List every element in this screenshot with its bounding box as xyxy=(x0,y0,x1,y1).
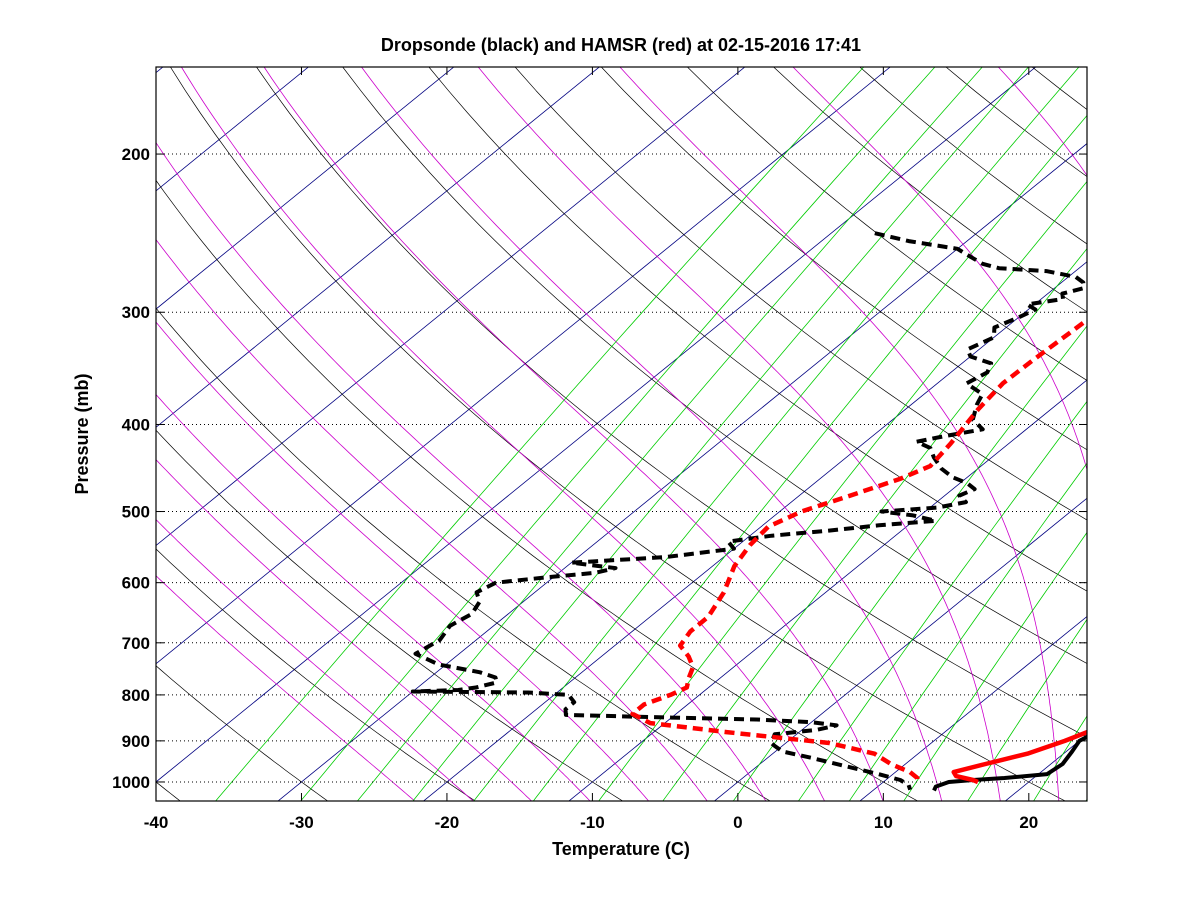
dry-adiabat-line xyxy=(514,67,1087,521)
isotherm-line xyxy=(713,497,1087,801)
y-tick-label: 300 xyxy=(122,303,150,322)
moist-adiabat-line xyxy=(156,238,708,801)
x-axis-title: Temperature (C) xyxy=(552,839,690,859)
y-axis-title: Pressure (mb) xyxy=(72,373,92,494)
isotherm-line xyxy=(859,615,1087,801)
dry-adiabat-line xyxy=(169,67,1067,801)
moist-adiabat-line xyxy=(156,519,474,801)
plot-background xyxy=(156,67,1087,801)
mixing-ratio-line xyxy=(1033,715,1087,801)
mixing-ratio-line xyxy=(215,67,864,801)
isotherm-line xyxy=(156,67,310,192)
x-tick-label: -40 xyxy=(144,813,169,832)
moist-adiabat-line xyxy=(156,141,767,801)
dry-adiabat-line xyxy=(600,67,1087,451)
y-tick-label: 800 xyxy=(122,686,150,705)
mixing-ratio-line xyxy=(473,67,1080,801)
isotherm-line xyxy=(568,379,1087,801)
dry-adiabat-line xyxy=(156,548,476,801)
dry-adiabat-line xyxy=(156,665,329,801)
x-tick-label: -30 xyxy=(289,813,314,832)
moist-adiabat-line xyxy=(156,393,591,801)
y-tick-label: 200 xyxy=(122,145,150,164)
mixing-ratio-line xyxy=(532,114,1087,801)
hamsr-dewpoint-line xyxy=(630,317,1087,783)
x-tick-label: -10 xyxy=(580,813,605,832)
mixing-ratio-line xyxy=(967,618,1087,801)
x-tick-label: 20 xyxy=(1019,813,1038,832)
axis-ticks xyxy=(155,67,1087,801)
dry-adiabat-line xyxy=(156,179,919,801)
mixing-ratio-line xyxy=(356,67,983,801)
dry-adiabat-line xyxy=(428,67,1087,592)
moist-adiabat-line xyxy=(156,459,533,801)
x-tick-label: 10 xyxy=(874,813,893,832)
x-tick-label: 0 xyxy=(733,813,742,832)
plot-frame xyxy=(155,66,1088,802)
moist-adiabat-line xyxy=(156,575,416,801)
mixing-ratio-line xyxy=(903,531,1087,801)
isotherm-line xyxy=(156,67,891,665)
isotherm-line xyxy=(422,261,1087,801)
y-tick-label: 600 xyxy=(122,574,150,593)
moist-adiabat-line xyxy=(361,67,943,801)
moist-adiabat-line xyxy=(180,67,825,801)
dry-adiabat-line xyxy=(156,307,771,801)
dropsonde-dewpoint-line xyxy=(410,231,1086,791)
isotherm-line xyxy=(277,143,1087,801)
y-tick-label: 500 xyxy=(122,503,150,522)
moist-adiabat-line xyxy=(156,321,650,801)
mixing-ratio-line xyxy=(662,248,1087,801)
y-tick-label: 400 xyxy=(122,415,150,434)
mixing-ratio-line xyxy=(598,180,1087,801)
isotherm-line xyxy=(156,67,455,310)
moist-adiabat-line xyxy=(792,67,1087,471)
y-tick-labels: 200 300 400 500 600 700 800 900 1000 xyxy=(112,145,150,792)
dry-adiabat-line xyxy=(256,67,1087,738)
isotherm-line xyxy=(156,67,746,547)
y-tick-label: 900 xyxy=(122,732,150,751)
dropsonde-temperature-line xyxy=(932,734,1087,792)
moist-adiabat-line xyxy=(263,67,884,801)
hamsr-temperature-line xyxy=(951,729,1087,785)
moist-adiabat-line xyxy=(477,67,1001,801)
background-lines xyxy=(156,67,1087,801)
x-tick-labels: -40 -30 -20 -10 0 10 20 xyxy=(144,813,1039,832)
mixing-ratio-line xyxy=(848,462,1087,801)
mixing-ratio-line xyxy=(412,67,1029,801)
isotherm-line xyxy=(156,67,600,428)
y-tick-label: 1000 xyxy=(112,773,150,792)
x-tick-label: -20 xyxy=(435,813,460,832)
series-layer xyxy=(410,231,1087,792)
chart-title: Dropsonde (black) and HAMSR (red) at 02-… xyxy=(381,35,861,55)
y-tick-label: 700 xyxy=(122,634,150,653)
dry-adiabat-line xyxy=(156,429,624,801)
dry-adiabat-line xyxy=(686,67,1087,381)
dry-adiabat-line xyxy=(342,67,1087,664)
